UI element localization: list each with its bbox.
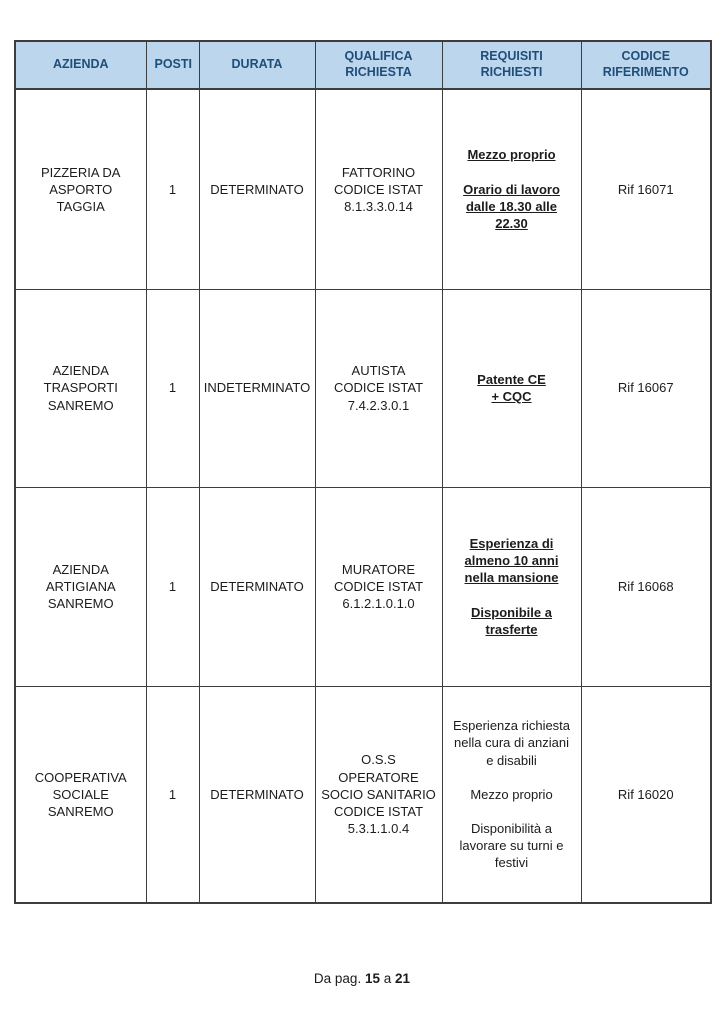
- cell-requisiti: Patente CE + CQC: [441, 288, 582, 488]
- requirement-paragraph: Disponibile a trasferte: [471, 604, 552, 637]
- cell-codice: Rif 16020: [580, 685, 712, 904]
- cell-posti: 1: [145, 88, 200, 290]
- header-row: AZIENDA POSTI DURATA QUALIFICA RICHIESTA…: [14, 40, 712, 90]
- requirement-paragraph: Esperienza di almeno 10 anni nella mansi…: [464, 536, 559, 586]
- requirement-paragraph: Esperienza richiesta nella cura di anzia…: [452, 718, 571, 768]
- page-footer: Da pag. 15 a 21: [0, 971, 724, 986]
- cell-durata: INDETERMINATO: [198, 288, 316, 488]
- qualifica-line: CODICE ISTAT: [333, 380, 424, 396]
- table-row: AZIENDA ARTIGIANA SANREMO 1 DETERMINATO …: [14, 486, 712, 687]
- cell-durata: DETERMINATO: [198, 88, 316, 290]
- col-header-posti: POSTI: [145, 40, 200, 90]
- col-header-codice: CODICE RIFERIMENTO: [580, 40, 712, 90]
- table-row: PIZZERIA DA ASPORTO TAGGIA 1 DETERMINATO…: [14, 88, 712, 290]
- footer-page-to: 21: [395, 971, 411, 986]
- cell-qualifica: O.S.S OPERATORE SOCIO SANITARIO CODICE I…: [314, 685, 443, 904]
- cell-azienda: AZIENDA ARTIGIANA SANREMO: [14, 486, 147, 687]
- qualifica-line: CODICE ISTAT: [333, 803, 424, 819]
- footer-prefix: Da pag.: [313, 971, 362, 986]
- requirement-paragraph: Disponibilità a lavorare su turni e fest…: [459, 820, 564, 871]
- requirement-line: Patente CE: [477, 371, 546, 387]
- cell-qualifica: FATTORINO CODICE ISTAT 8.1.3.3.0.14: [314, 88, 443, 290]
- requirement-paragraph: Patente CE + CQC: [453, 371, 571, 405]
- qualifica-line: OPERATORE: [338, 769, 419, 785]
- qualifica-line: MURATORE: [341, 561, 416, 577]
- cell-codice: Rif 16067: [580, 288, 712, 488]
- cell-posti: 1: [145, 486, 200, 687]
- qualifica-line: O.S.S: [361, 752, 396, 768]
- qualifica-line: FATTORINO: [341, 164, 416, 180]
- cell-azienda: COOPERATIVA SOCIALE SANREMO: [14, 685, 147, 904]
- col-header-requisiti: REQUISITI RICHIESTI: [441, 40, 582, 90]
- cell-qualifica: AUTISTA CODICE ISTAT 7.4.2.3.0.1: [314, 288, 443, 488]
- table-row: COOPERATIVA SOCIALE SANREMO 1 DETERMINAT…: [14, 685, 712, 904]
- cell-requisiti: Esperienza richiesta nella cura di anzia…: [441, 685, 582, 904]
- qualifica-line: 7.4.2.3.0.1: [347, 397, 410, 413]
- col-header-durata: DURATA: [198, 40, 316, 90]
- cell-requisiti: Esperienza di almeno 10 anni nella mansi…: [441, 486, 582, 687]
- qualifica-line: SOCIO SANITARIO: [321, 786, 436, 802]
- cell-requisiti: Mezzo proprio Orario di lavoro dalle 18.…: [441, 88, 582, 290]
- requirement-paragraph: Orario di lavoro dalle 18.30 alle 22.30: [463, 181, 560, 231]
- cell-durata: DETERMINATO: [198, 685, 316, 904]
- cell-codice: Rif 16068: [580, 486, 712, 687]
- qualifica-line: CODICE ISTAT: [333, 181, 424, 197]
- qualifica-line: 5.3.1.1.0.4: [347, 820, 410, 836]
- cell-azienda: AZIENDA TRASPORTI SANREMO: [14, 288, 147, 488]
- footer-page-from: 15: [364, 971, 380, 986]
- qualifica-line: 6.1.2.1.0.1.0: [342, 596, 415, 612]
- qualifica-line: 8.1.3.3.0.14: [344, 198, 413, 214]
- table-row: AZIENDA TRASPORTI SANREMO 1 INDETERMINAT…: [14, 288, 712, 488]
- cell-posti: 1: [145, 685, 200, 904]
- cell-qualifica: MURATORE CODICE ISTAT 6.1.2.1.0.1.0: [314, 486, 443, 687]
- requirement-line: + CQC: [491, 389, 532, 404]
- cell-azienda: PIZZERIA DA ASPORTO TAGGIA: [14, 88, 147, 290]
- cell-posti: 1: [145, 288, 200, 488]
- cell-durata: DETERMINATO: [198, 486, 316, 687]
- col-header-qualifica: QUALIFICA RICHIESTA: [314, 40, 443, 90]
- qualifica-line: CODICE ISTAT: [333, 578, 424, 594]
- col-header-azienda: AZIENDA: [14, 40, 147, 90]
- jobs-table: AZIENDA POSTI DURATA QUALIFICA RICHIESTA…: [14, 40, 712, 904]
- requirement-paragraph: Mezzo proprio: [470, 786, 553, 802]
- qualifica-line: AUTISTA: [351, 363, 406, 379]
- footer-separator: a: [383, 971, 392, 986]
- cell-codice: Rif 16071: [580, 88, 712, 290]
- requirement-paragraph: Mezzo proprio: [467, 147, 556, 163]
